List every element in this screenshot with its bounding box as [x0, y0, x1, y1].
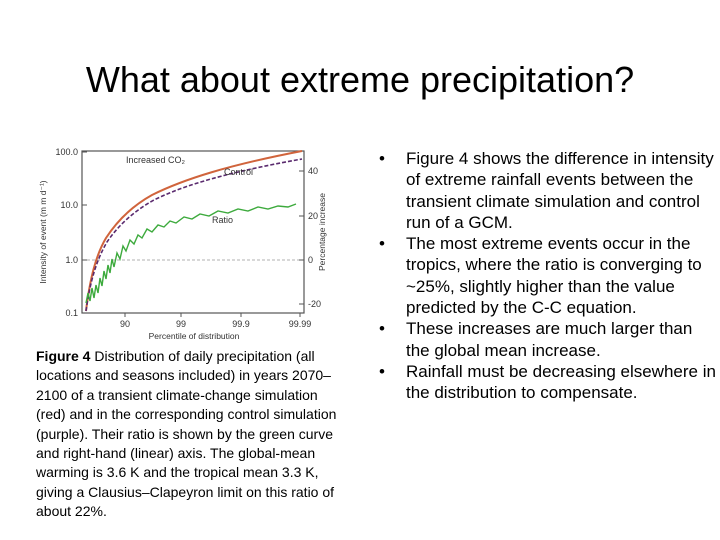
left-tick-label: 100.0: [55, 147, 78, 157]
ratio-label: Ratio: [212, 215, 233, 225]
x-axis-title: Percentile of distribution: [149, 331, 240, 341]
right-tick-label: 20: [308, 211, 318, 221]
y-right-axis-title: Percentage increase: [317, 193, 327, 271]
left-tick-label: 0.1: [65, 308, 78, 318]
y-left-axis-title: Intensity of event (m m d⁻¹): [38, 180, 48, 283]
x-axis-ticks: [124, 313, 301, 317]
x-tick-label: 99.99: [289, 319, 312, 329]
slide-title: What about extreme precipitation?: [85, 59, 635, 100]
bullet-text: These increases are much larger than the…: [406, 319, 693, 360]
right-tick-label: -20: [308, 299, 321, 309]
bullet-marker: •: [379, 319, 385, 339]
ratio-curve: [85, 203, 297, 304]
left-tick-label: 10.0: [60, 200, 78, 210]
bullet-item: • Figure 4 shows the difference in intens…: [376, 148, 716, 233]
right-tick-label: 0: [308, 255, 313, 265]
bullet-marker: •: [379, 149, 385, 168]
bullet-item: • The most extreme events occur in the tr…: [376, 233, 716, 318]
right-tick-label: 40: [308, 166, 318, 176]
bullet-marker: •: [379, 234, 385, 254]
control-label: Control: [224, 167, 253, 177]
x-tick-label: 90: [120, 319, 130, 329]
bullet-text: Figure 4 shows the difference in intensi…: [406, 149, 714, 232]
figure-caption: Figure 4 Distribution of daily precipita…: [36, 347, 350, 522]
bullet-marker: •: [379, 361, 385, 381]
left-tick-label: 1.0: [65, 255, 78, 265]
x-tick-label: 99: [176, 319, 186, 329]
x-tick-label: 99.9: [232, 319, 250, 329]
bullet-list: • Figure 4 shows the difference in intens…: [376, 148, 716, 404]
increased-co2-curve: [85, 150, 303, 312]
figure-plot: 100.0 10.0 1.0 0.1 40 20 0 -20 90 99: [38, 147, 327, 341]
control-curve: [85, 158, 303, 312]
caption-label: Figure 4: [36, 348, 91, 364]
bullet-item: • These increases are much larger than th…: [376, 318, 716, 361]
increased-co2-label: Increased CO₂: [126, 155, 186, 165]
bullet-text: The most extreme events occur in the tro…: [406, 234, 702, 318]
plot-frame: [81, 150, 305, 314]
bullet-text: Rainfall must be decreasing elsewhere in…: [406, 361, 716, 403]
bullet-item: • Rainfall must be decreasing elsewhere i…: [376, 361, 716, 404]
caption-text: Distribution of daily precipitation (all…: [36, 348, 337, 520]
right-axis-ticks: [299, 170, 304, 305]
precipitation-figure: 100.0 10.0 1.0 0.1 40 20 0 -20 90 99: [34, 143, 334, 343]
left-axis-ticks: [82, 151, 87, 314]
